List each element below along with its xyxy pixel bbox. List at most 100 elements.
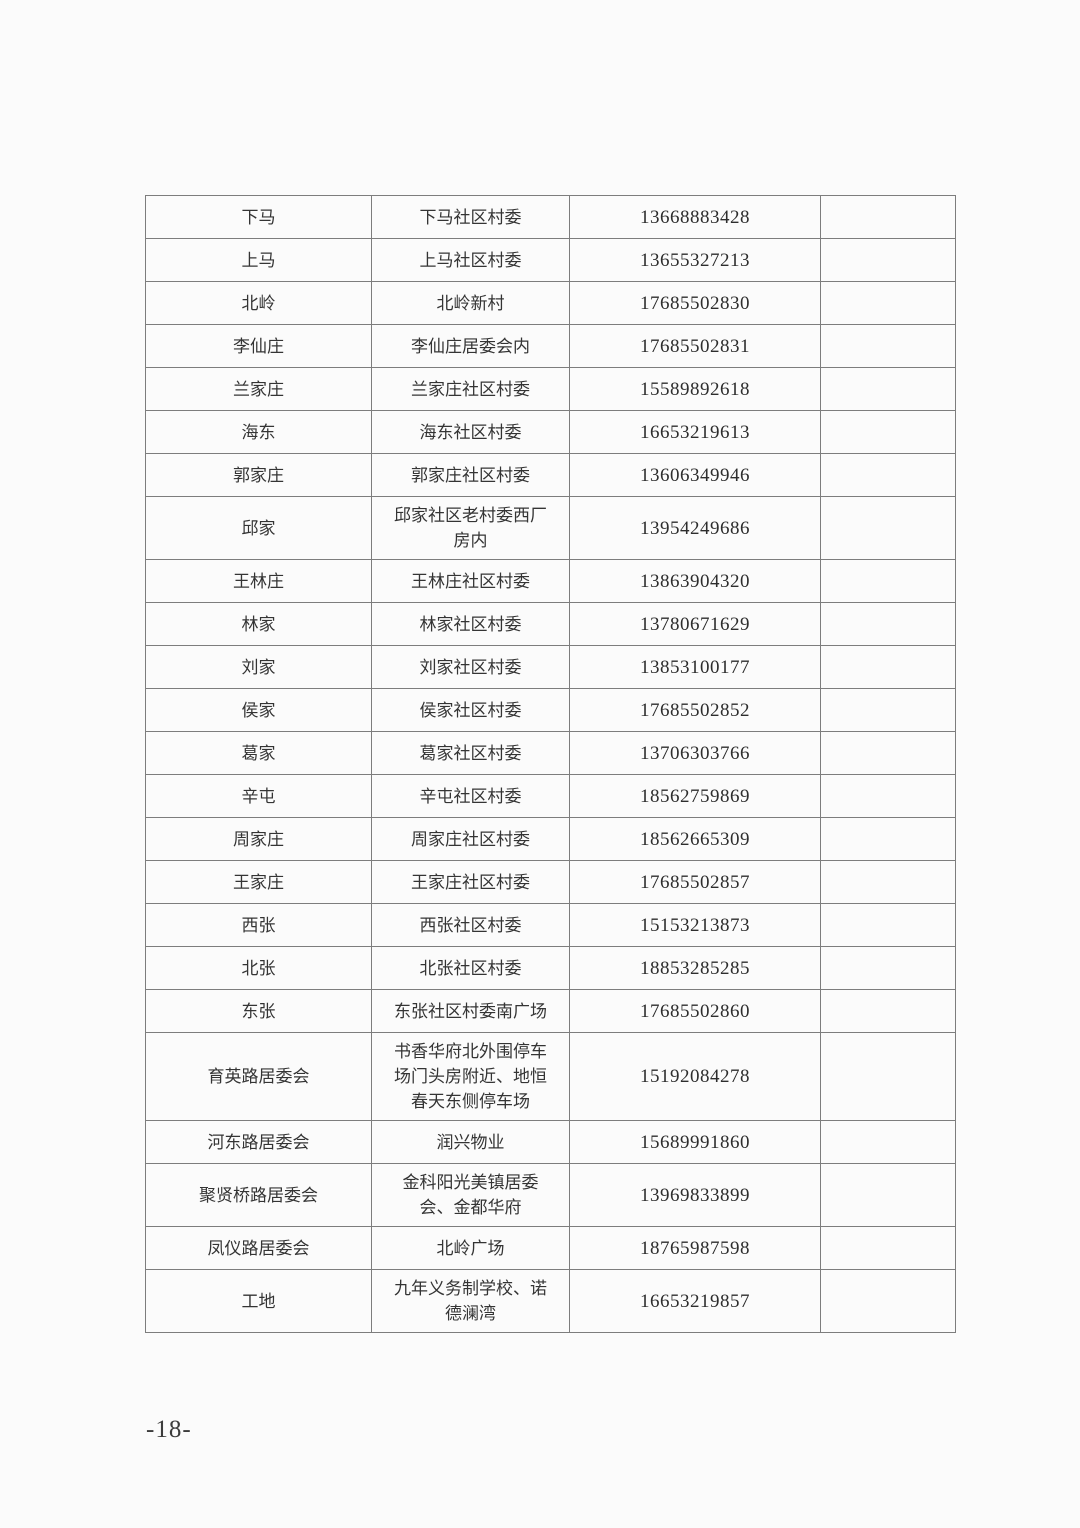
- table-row: 育英路居委会 书香华府北外围停车场门头房附近、地恒春天东侧停车场 1519208…: [145, 1032, 956, 1121]
- cell-location: 海东社区村委: [371, 410, 570, 454]
- table-row: 聚贤桥路居委会 金科阳光美镇居委会、金都华府 13969833899: [145, 1163, 956, 1227]
- cell-note: [820, 989, 956, 1033]
- cell-name: 海东: [145, 410, 372, 454]
- cell-name: 北张: [145, 946, 372, 990]
- cell-name: 王林庄: [145, 559, 372, 603]
- cell-phone: 17685502831: [569, 324, 821, 368]
- cell-note: [820, 367, 956, 411]
- cell-note: [820, 688, 956, 732]
- cell-location: 兰家庄社区村委: [371, 367, 570, 411]
- cell-phone: 18853285285: [569, 946, 821, 990]
- cell-location: 北张社区村委: [371, 946, 570, 990]
- cell-note: [820, 1120, 956, 1164]
- cell-phone: 16653219613: [569, 410, 821, 454]
- cell-name: 辛屯: [145, 774, 372, 818]
- cell-phone: 15192084278: [569, 1032, 821, 1121]
- cell-note: [820, 860, 956, 904]
- cell-note: [820, 903, 956, 947]
- cell-name: 兰家庄: [145, 367, 372, 411]
- table-row: 林家 林家社区村委 13780671629: [145, 602, 956, 646]
- cell-location: 书香华府北外围停车场门头房附近、地恒春天东侧停车场: [371, 1032, 570, 1121]
- cell-phone: 15689991860: [569, 1120, 821, 1164]
- cell-note: [820, 496, 956, 560]
- cell-name: 郭家庄: [145, 453, 372, 497]
- cell-name: 河东路居委会: [145, 1120, 372, 1164]
- table-row: 葛家 葛家社区村委 13706303766: [145, 731, 956, 775]
- cell-phone: 18562665309: [569, 817, 821, 861]
- table-row: 王家庄 王家庄社区村委 17685502857: [145, 860, 956, 904]
- cell-name: 侯家: [145, 688, 372, 732]
- cell-phone: 13606349946: [569, 453, 821, 497]
- cell-location: 北岭新村: [371, 281, 570, 325]
- table-row: 上马 上马社区村委 13655327213: [145, 238, 956, 282]
- cell-note: [820, 1269, 956, 1333]
- cell-phone: 17685502852: [569, 688, 821, 732]
- cell-name: 林家: [145, 602, 372, 646]
- cell-note: [820, 731, 956, 775]
- cell-phone: 18562759869: [569, 774, 821, 818]
- cell-phone: 15589892618: [569, 367, 821, 411]
- cell-name: 育英路居委会: [145, 1032, 372, 1121]
- cell-phone: 13780671629: [569, 602, 821, 646]
- cell-location: 辛屯社区村委: [371, 774, 570, 818]
- cell-name: 聚贤桥路居委会: [145, 1163, 372, 1227]
- cell-note: [820, 1032, 956, 1121]
- cell-note: [820, 410, 956, 454]
- cell-location: 九年义务制学校、诺德澜湾: [371, 1269, 570, 1333]
- cell-note: [820, 281, 956, 325]
- cell-location: 金科阳光美镇居委会、金都华府: [371, 1163, 570, 1227]
- table-row: 西张 西张社区村委 15153213873: [145, 903, 956, 947]
- cell-phone: 13655327213: [569, 238, 821, 282]
- table-row: 兰家庄 兰家庄社区村委 15589892618: [145, 367, 956, 411]
- cell-location: 王林庄社区村委: [371, 559, 570, 603]
- cell-name: 西张: [145, 903, 372, 947]
- table-row: 河东路居委会 润兴物业 15689991860: [145, 1120, 956, 1164]
- table-row: 侯家 侯家社区村委 17685502852: [145, 688, 956, 732]
- cell-name: 葛家: [145, 731, 372, 775]
- cell-location: 邱家社区老村委西厂房内: [371, 496, 570, 560]
- cell-phone: 17685502857: [569, 860, 821, 904]
- table-body: 下马 下马社区村委 13668883428 上马 上马社区村委 13655327…: [145, 195, 956, 1333]
- cell-location: 郭家庄社区村委: [371, 453, 570, 497]
- cell-location: 西张社区村委: [371, 903, 570, 947]
- cell-name: 北岭: [145, 281, 372, 325]
- cell-location: 上马社区村委: [371, 238, 570, 282]
- cell-name: 李仙庄: [145, 324, 372, 368]
- cell-name: 邱家: [145, 496, 372, 560]
- cell-location: 刘家社区村委: [371, 645, 570, 689]
- cell-name: 王家庄: [145, 860, 372, 904]
- cell-note: [820, 238, 956, 282]
- contacts-table: 下马 下马社区村委 13668883428 上马 上马社区村委 13655327…: [145, 195, 956, 1333]
- cell-note: [820, 1226, 956, 1270]
- cell-phone: 15153213873: [569, 903, 821, 947]
- page-number: -18-: [146, 1416, 192, 1443]
- table-row: 工地 九年义务制学校、诺德澜湾 16653219857: [145, 1269, 956, 1333]
- cell-name: 凤仪路居委会: [145, 1226, 372, 1270]
- table-row: 周家庄 周家庄社区村委 18562665309: [145, 817, 956, 861]
- cell-phone: 18765987598: [569, 1226, 821, 1270]
- cell-note: [820, 602, 956, 646]
- cell-name: 下马: [145, 195, 372, 239]
- table-row: 东张 东张社区村委南广场 17685502860: [145, 989, 956, 1033]
- cell-phone: 16653219857: [569, 1269, 821, 1333]
- cell-location: 下马社区村委: [371, 195, 570, 239]
- cell-phone: 13954249686: [569, 496, 821, 560]
- cell-name: 刘家: [145, 645, 372, 689]
- cell-location: 润兴物业: [371, 1120, 570, 1164]
- cell-phone: 13969833899: [569, 1163, 821, 1227]
- cell-name: 工地: [145, 1269, 372, 1333]
- cell-location: 侯家社区村委: [371, 688, 570, 732]
- cell-note: [820, 195, 956, 239]
- cell-location: 王家庄社区村委: [371, 860, 570, 904]
- table-row: 王林庄 王林庄社区村委 13863904320: [145, 559, 956, 603]
- table-row: 辛屯 辛屯社区村委 18562759869: [145, 774, 956, 818]
- cell-name: 周家庄: [145, 817, 372, 861]
- table-row: 刘家 刘家社区村委 13853100177: [145, 645, 956, 689]
- table-row: 邱家 邱家社区老村委西厂房内 13954249686: [145, 496, 956, 560]
- cell-phone: 17685502860: [569, 989, 821, 1033]
- cell-location: 周家庄社区村委: [371, 817, 570, 861]
- cell-location: 李仙庄居委会内: [371, 324, 570, 368]
- table-row: 北岭 北岭新村 17685502830: [145, 281, 956, 325]
- table-row: 北张 北张社区村委 18853285285: [145, 946, 956, 990]
- cell-note: [820, 1163, 956, 1227]
